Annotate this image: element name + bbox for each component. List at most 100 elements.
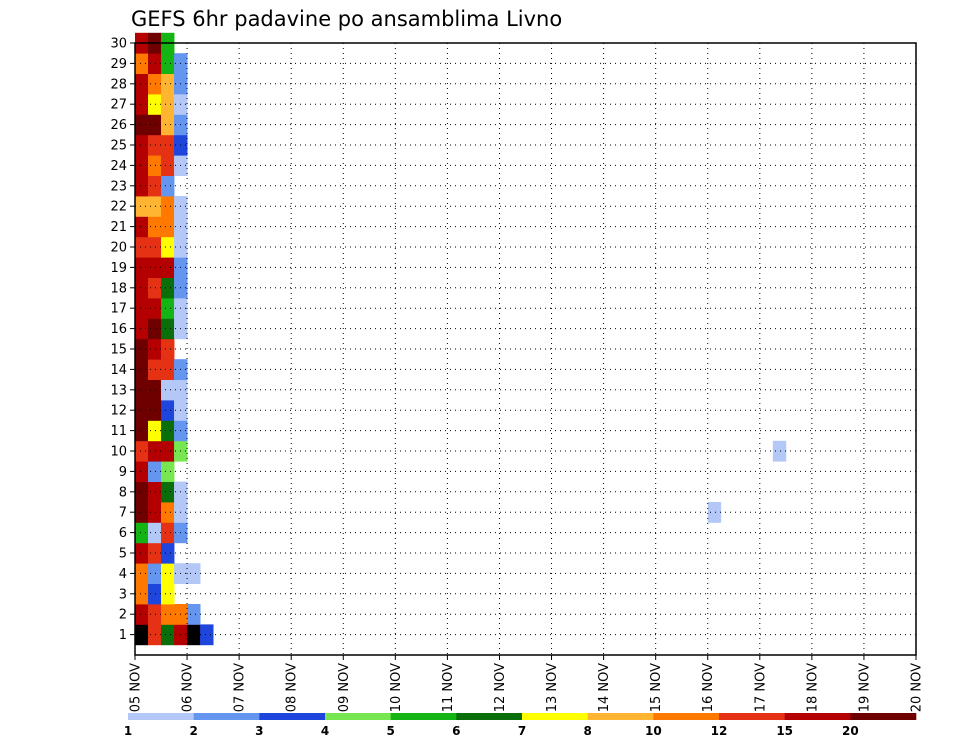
- heatmap-cell: [148, 624, 162, 646]
- x-tick-label: 07 NOV: [233, 663, 248, 712]
- heatmap-cell: [135, 379, 149, 401]
- heatmap-cell: [135, 461, 149, 482]
- x-tick-label: 19 NOV: [857, 663, 872, 712]
- heatmap-cell: [161, 134, 175, 156]
- heatmap-cell: [148, 175, 162, 197]
- y-tick-label: 25: [110, 139, 127, 154]
- heatmap-cell: [135, 522, 149, 544]
- heatmap-cell: [135, 624, 149, 646]
- colorbar-segment: [587, 713, 654, 720]
- heatmap-cell: [161, 542, 175, 564]
- y-tick-label: 24: [110, 159, 127, 174]
- colorbar-segment: [784, 713, 851, 720]
- colorbar-segment: [390, 713, 457, 720]
- colorbar-segment: [719, 713, 785, 720]
- y-tick-label: 23: [110, 179, 127, 194]
- heatmap-cell: [148, 94, 162, 115]
- heatmap-cell: [200, 624, 214, 646]
- heatmap-cell: [135, 114, 149, 136]
- heatmap-cell: [161, 481, 175, 503]
- heatmap-cell: [161, 502, 175, 523]
- heatmap-cell: [161, 196, 175, 217]
- y-tick-label: 20: [110, 241, 127, 256]
- heatmap-cell: [148, 338, 162, 360]
- heatmap-cell: [135, 73, 149, 95]
- heatmap-cell: [161, 73, 175, 95]
- colorbar-label: 4: [321, 724, 329, 738]
- y-tick-label: 6: [119, 526, 127, 541]
- heatmap-cell: [161, 338, 175, 360]
- y-tick-label: 1: [119, 628, 127, 643]
- heatmap-cell: [135, 420, 149, 442]
- y-tick-label: 11: [110, 424, 127, 439]
- x-tick-label: 08 NOV: [285, 663, 300, 712]
- y-tick-label: 2: [119, 608, 127, 623]
- colorbar-label: 2: [189, 724, 197, 738]
- x-tick-label: 05 NOV: [129, 663, 144, 712]
- heatmap-cell: [148, 379, 162, 401]
- heatmap-cell: [148, 318, 162, 340]
- heatmap-cell: [161, 114, 175, 136]
- colorbar-segment: [850, 713, 917, 720]
- colorbar-segment: [128, 713, 194, 720]
- x-tick-label: 10 NOV: [389, 663, 404, 712]
- heatmap-cell: [161, 379, 175, 401]
- x-tick-label: 18 NOV: [805, 663, 820, 712]
- y-tick-label: 26: [110, 118, 127, 133]
- heatmap-cells: [135, 32, 787, 646]
- heatmap-cell: [161, 583, 175, 605]
- heatmap-cell: [148, 277, 162, 299]
- heatmap-cell: [135, 563, 149, 584]
- y-tick-label: 27: [110, 98, 127, 113]
- y-tick-label: 16: [110, 322, 127, 337]
- y-tick-label: 28: [110, 77, 127, 92]
- heatmap-cell: [148, 298, 162, 319]
- heatmap-cell: [187, 563, 201, 584]
- heatmap-cell: [135, 542, 149, 564]
- heatmap-cell: [135, 94, 149, 115]
- heatmap-cell: [135, 236, 149, 258]
- heatmap-cell: [135, 481, 149, 503]
- x-tick-label: 12 NOV: [493, 663, 508, 712]
- heatmap-cell: [135, 155, 149, 176]
- heatmap-cell: [161, 318, 175, 340]
- y-tick-label: 22: [110, 200, 127, 215]
- heatmap-cell: [135, 277, 149, 299]
- heatmap-cell: [135, 298, 149, 319]
- y-tick-label: 10: [110, 445, 127, 460]
- heatmap-cell: [135, 400, 149, 421]
- y-tick-label: 8: [119, 485, 127, 500]
- y-tick-label: 19: [110, 261, 127, 276]
- x-tick-label: 11 NOV: [441, 663, 456, 712]
- x-tick-label: 16 NOV: [701, 663, 716, 712]
- heatmap-cell: [135, 216, 149, 238]
- colorbar-label: 20: [842, 724, 859, 738]
- heatmap-cell: [148, 481, 162, 503]
- heatmap-cell: [148, 440, 162, 462]
- heatmap-cell: [148, 502, 162, 523]
- heatmap-cell: [135, 257, 149, 278]
- y-tick-label: 18: [110, 281, 127, 296]
- heatmap-cell: [161, 236, 175, 258]
- colorbar-segment: [456, 713, 523, 720]
- heatmap-cell: [148, 583, 162, 605]
- y-tick-label: 17: [110, 302, 127, 317]
- heatmap-cell: [161, 563, 175, 584]
- heatmap-cell: [161, 359, 175, 380]
- heatmap-cell: [148, 114, 162, 136]
- colorbar-segment: [522, 713, 588, 720]
- heatmap-cell: [148, 604, 162, 625]
- heatmap-cell: [161, 461, 175, 482]
- x-tick-label: 09 NOV: [337, 663, 352, 712]
- heatmap-cell: [148, 196, 162, 217]
- heatmap-cell: [135, 338, 149, 360]
- colorbar-label: 15: [776, 724, 793, 738]
- colorbar-legend: 1 2 3 4 5 6 7 8 10 12 15 20: [124, 713, 917, 738]
- heatmap-cell: [148, 134, 162, 156]
- heatmap-cell: [148, 155, 162, 176]
- colorbar-label: 10: [645, 724, 662, 738]
- colorbar-label: 6: [452, 724, 460, 738]
- colorbar-segment: [193, 713, 260, 720]
- heatmap-cell: [135, 196, 149, 217]
